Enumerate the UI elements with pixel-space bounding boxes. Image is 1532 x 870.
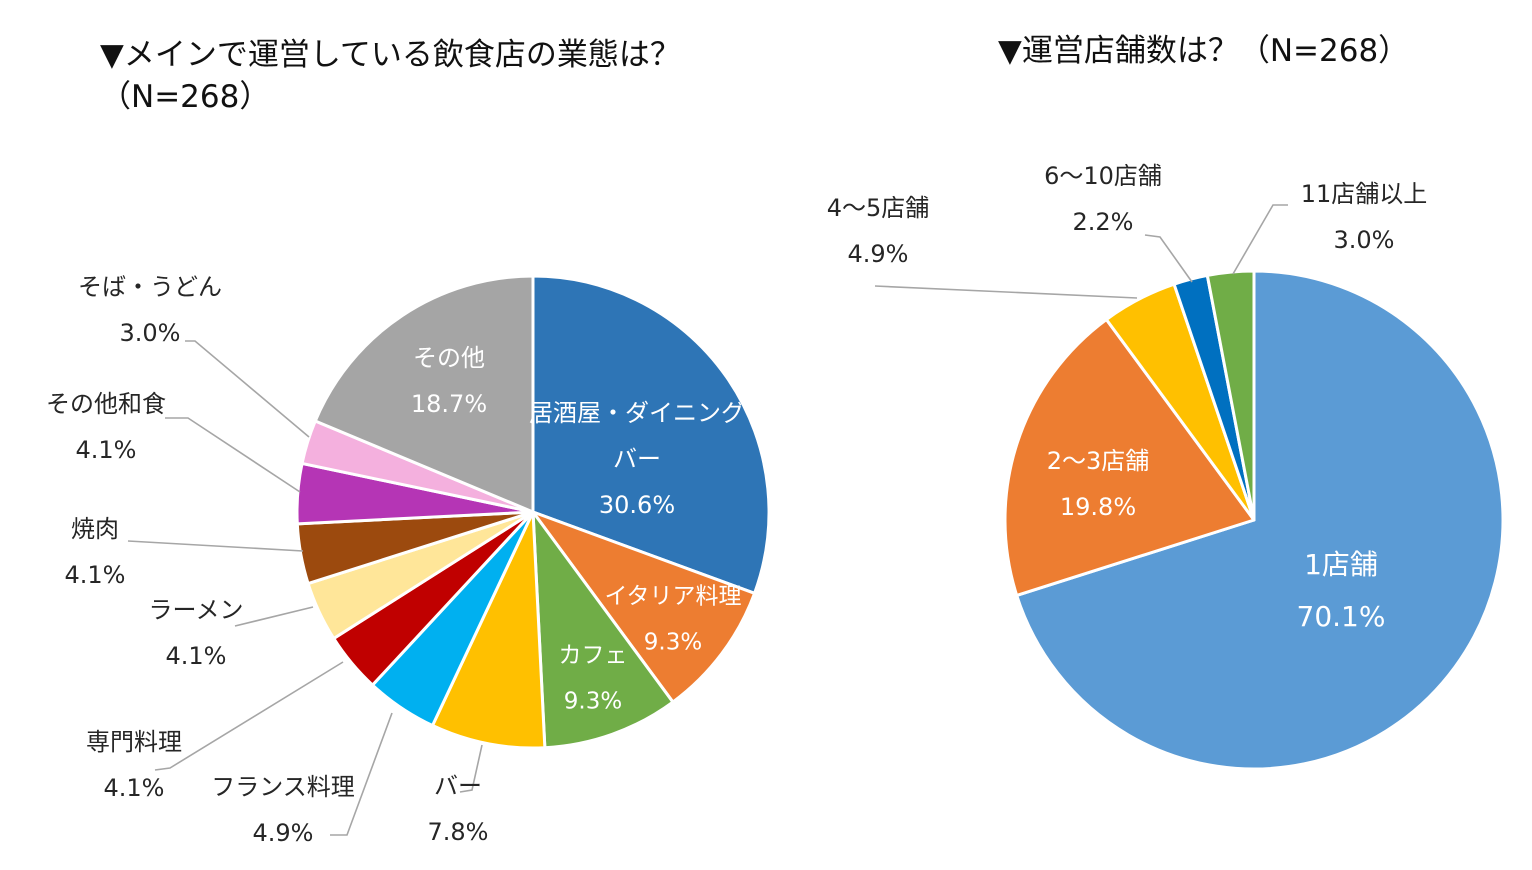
pie-0-label-8: その他和食 4.1% xyxy=(46,390,166,464)
pie-1-slice-4 xyxy=(1205,269,1256,522)
pie-0-slice-10 xyxy=(313,274,535,514)
pie-0: 居酒屋・ダイニングバー 30.6% イタリア料理 9.3%カフェ 9.3% バー 7.8% フ… xyxy=(46,273,771,847)
pie-1-slice-0 xyxy=(1015,269,1505,771)
chart-title-right: ▼運営店舗数は？（N=268） xyxy=(998,33,1410,69)
pie-1-label-0: 1店舗 70.1% xyxy=(1297,548,1386,633)
pie-0-leader-3 xyxy=(459,744,483,793)
pie-0-leader-7 xyxy=(127,540,304,552)
pie-0-label-10: その他 18.7% xyxy=(411,344,487,418)
pie-0-label-2: カフェ 9.3% xyxy=(559,643,628,715)
pie-0-leader-8 xyxy=(165,417,301,493)
pie-1-leader-4 xyxy=(1232,204,1288,275)
pie-0-label-5: 専門料理 4.1% xyxy=(86,728,182,802)
pie-0-leader-9 xyxy=(185,340,310,438)
chart-title-left-line1: ▼メインで運営している飲食店の業態は？ xyxy=(100,37,681,73)
pie-1-leader-3 xyxy=(1144,234,1193,283)
pie-0-leader-5 xyxy=(154,661,344,771)
pie-0-slice-1 xyxy=(531,510,757,704)
pie-0-label-6: ラーメン 4.1% xyxy=(148,596,243,670)
pie-0-label-1: イタリア料理 9.3% xyxy=(604,584,741,656)
chart-title-left-line2: （N=268） xyxy=(100,79,271,115)
pie-1-label-4: 11店舗以上 3.0% xyxy=(1301,180,1428,254)
pie-1-leader-2 xyxy=(874,285,1138,299)
pie-0-label-0: 居酒屋・ダイニングバー 30.6% xyxy=(529,399,745,519)
pie-0-leader-4 xyxy=(330,712,393,836)
pie-1: 1店舗 70.1% 2～3店舗 19.8% 4～5店舗 4.9% 6～10店舗 2.2% 11店… xyxy=(827,162,1505,771)
pie-1-label-2: 4～5店舗 4.9% xyxy=(827,194,930,268)
pie-1-label-1: 2～3店舗 19.8% xyxy=(1047,447,1150,521)
chart-title-left: ▼メインで運営している飲食店の業態は？ （N=268） xyxy=(100,34,681,118)
pie-0-slice-3 xyxy=(431,510,547,750)
pie-0-slice-2 xyxy=(531,510,675,750)
pie-0-label-4: フランス料理 4.9% xyxy=(211,773,355,847)
pie-0-label-3: バー 7.8% xyxy=(428,772,489,846)
pie-0-label-7: 焼肉 4.1% xyxy=(65,515,126,589)
pie-1-label-3: 6～10店舗 2.2% xyxy=(1044,162,1162,236)
pie-0-slice-0 xyxy=(531,274,771,595)
pie-0-leader-6 xyxy=(234,606,314,627)
pie-0-label-9: そば・うどん 3.0% xyxy=(78,273,222,347)
pie-1-slice-1 xyxy=(1003,317,1256,597)
